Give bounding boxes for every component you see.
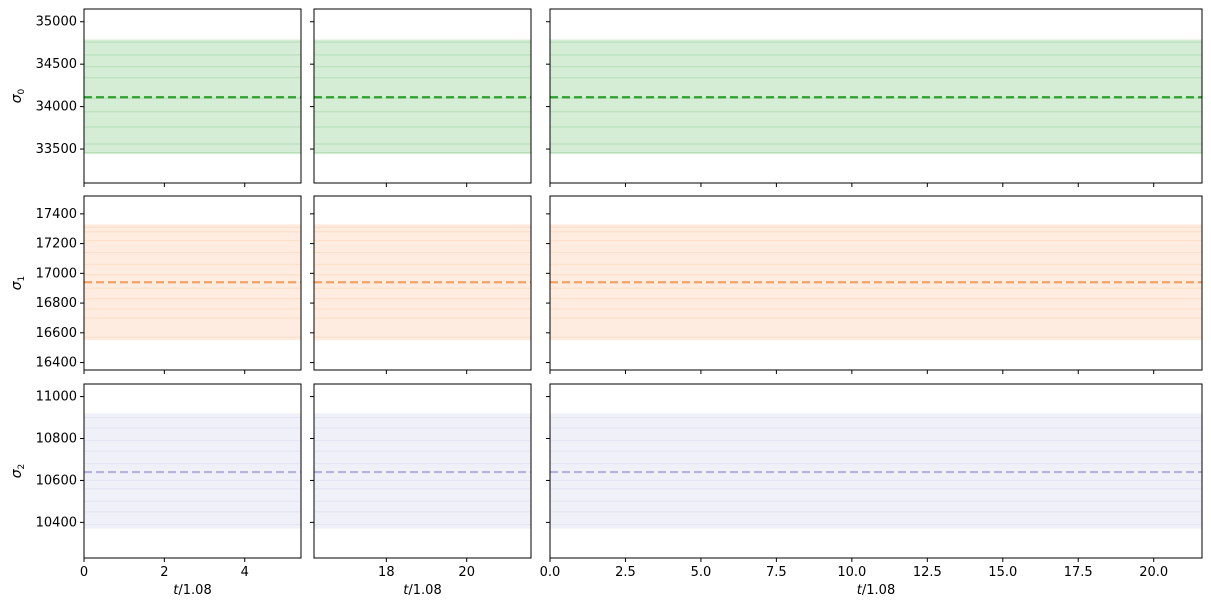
- x-tick-label: 4: [241, 565, 249, 580]
- axes-frame: [549, 383, 1203, 559]
- x-axis-label-var: t: [403, 583, 409, 598]
- y-tick-label: 35000: [36, 15, 77, 30]
- y-tick-label: 16400: [36, 356, 77, 371]
- y-axis-label-subscript: 0: [17, 88, 27, 94]
- x-axis-label-rest: /1.08: [408, 583, 441, 598]
- y-tick-label: 17400: [36, 207, 77, 222]
- x-tick-label: 0: [80, 565, 88, 580]
- x-axis-label-rest: /1.08: [178, 583, 211, 598]
- panel-r2-c1: 18 20 t/1.08: [310, 383, 532, 598]
- x-tick-label: 0.0: [540, 565, 561, 580]
- y-axis-label-subscript: 2: [17, 464, 27, 470]
- x-tick-label: 20.0: [1139, 565, 1168, 580]
- panel-plot-area: [84, 39, 301, 155]
- y-tick-label: 16800: [36, 296, 77, 311]
- y-axis-label-symbol: σ: [9, 280, 25, 290]
- axes-frame: [313, 8, 532, 184]
- axes-frame: [83, 8, 302, 184]
- x-tick-label: 15.0: [988, 565, 1017, 580]
- y-tick-label: 16600: [36, 326, 77, 341]
- x-tick-label: 5.0: [691, 565, 712, 580]
- panel-plot-area: [314, 224, 531, 341]
- y-tick-label: 17000: [36, 266, 77, 281]
- x-axis-label: t/1.08: [857, 583, 895, 598]
- x-tick-label: 20: [458, 565, 475, 580]
- y-tick-label: 17200: [36, 237, 77, 252]
- x-tick-label: 17.5: [1064, 565, 1093, 580]
- axes-frame: [313, 195, 532, 371]
- panel-plot-area: [84, 224, 301, 341]
- axes-frame: [549, 8, 1203, 184]
- panel-r2-c0: 10400 10600 10800 11000 0 2 4 t/1.08: [36, 383, 302, 598]
- y-axis-label-symbol: σ: [9, 93, 25, 103]
- panel-r0-c2: [546, 8, 1203, 187]
- panel-r2-c2: 0.0 2.5 5.0 7.5 10.0 12.5 15.0 17.5 20.0 t/1.08: [540, 383, 1203, 598]
- panel-r1-c2: [546, 195, 1203, 374]
- y-axis-label-symbol: σ: [9, 468, 25, 478]
- panel-plot-area: [550, 413, 1202, 529]
- panel-plot-area: [84, 413, 301, 529]
- x-tick-label: 7.5: [766, 565, 787, 580]
- y-tick-label: 34500: [36, 57, 77, 72]
- axes-frame: [549, 195, 1203, 371]
- x-axis-label-var: t: [857, 583, 863, 598]
- y-axis-label: σ2: [9, 464, 27, 479]
- x-axis-label-rest: /1.08: [862, 583, 895, 598]
- y-tick-label: 10600: [36, 473, 77, 488]
- y-tick-label: 10800: [36, 432, 77, 447]
- y-axis-label: σ1: [9, 276, 27, 291]
- panel-plot-area: [550, 224, 1202, 341]
- panel-r1-c0: 16400 16600 16800 17000 17200 17400: [36, 195, 302, 374]
- panel-plot-area: [550, 39, 1202, 155]
- x-tick-label: 2.5: [615, 565, 636, 580]
- x-tick-label: 10.0: [837, 565, 866, 580]
- panel-r1-c1: [310, 195, 532, 374]
- y-tick-label: 10400: [36, 515, 77, 530]
- axes-frame: [313, 383, 532, 559]
- panel-r0-c1: [310, 8, 532, 187]
- y-axis-label-subscript: 1: [17, 276, 27, 282]
- panel-plot-area: [314, 413, 531, 529]
- x-tick-label: 2: [160, 565, 168, 580]
- x-axis-label-var: t: [173, 583, 179, 598]
- x-tick-label: 18: [378, 565, 395, 580]
- y-tick-label: 33500: [36, 142, 77, 157]
- y-axis-label: σ0: [9, 88, 27, 103]
- x-tick-label: 12.5: [913, 565, 942, 580]
- panel-plot-area: [314, 39, 531, 155]
- axes-frame: [83, 383, 302, 559]
- x-axis-label: t/1.08: [173, 583, 211, 598]
- x-axis-label: t/1.08: [403, 583, 441, 598]
- y-tick-label: 11000: [36, 390, 77, 405]
- panel-r0-c0: 33500 34000 34500 35000: [36, 8, 302, 187]
- y-tick-label: 34000: [36, 100, 77, 115]
- axes-frame: [83, 195, 302, 371]
